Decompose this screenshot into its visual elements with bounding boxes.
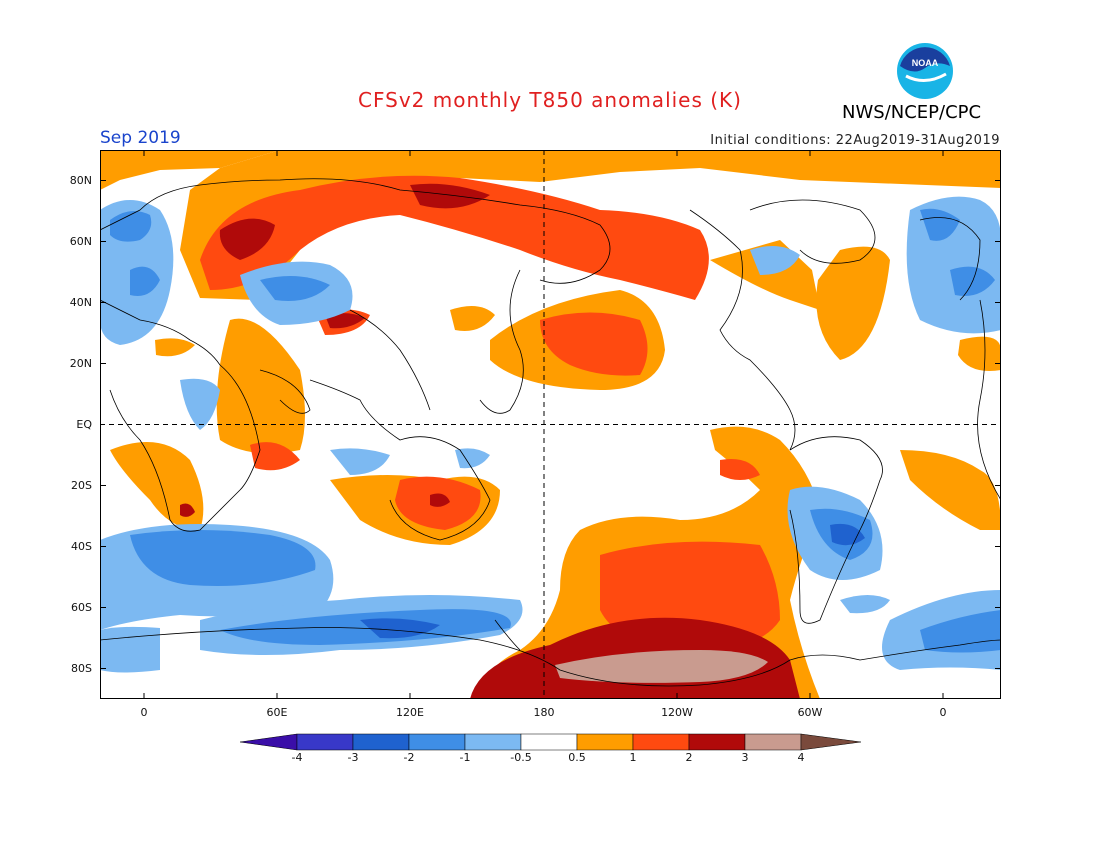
lon-label: 60W — [797, 706, 823, 719]
anomaly-shading-positive-strong — [200, 175, 780, 650]
lat-label: 20N — [69, 357, 92, 370]
anomaly-shading-negative-2 — [360, 523, 865, 639]
lat-label: 80S — [71, 662, 92, 675]
agency-label: NWS/NCEP/CPC — [842, 102, 982, 123]
lon-label: 60E — [266, 706, 288, 719]
lat-label: 60N — [69, 235, 92, 248]
anomaly-shading-negative-strong — [110, 208, 1001, 653]
colorbar-label: -4 — [291, 751, 303, 764]
colorbar-segment — [632, 733, 690, 751]
colorbar-segment — [520, 733, 578, 751]
forecast-month: Sep 2019 — [100, 128, 181, 148]
colorbar-label: -0.5 — [510, 751, 532, 764]
colorbar-label: 1 — [629, 751, 637, 764]
lat-label: 40S — [71, 540, 92, 553]
lat-label: 40N — [69, 296, 92, 309]
noaa-logo-icon: NOAA — [897, 43, 953, 99]
anomaly-shading-positive-3 — [555, 650, 768, 683]
colorbar-segment — [240, 733, 298, 751]
lon-label: 180 — [533, 706, 555, 719]
lat-label: EQ — [76, 418, 92, 431]
logo-text: NOAA — [912, 58, 939, 68]
coastlines — [100, 178, 1001, 687]
colorbar-segment — [408, 733, 466, 751]
initial-conditions: Initial conditions: 22Aug2019-31Aug2019 — [710, 133, 1000, 148]
lon-label: 120E — [396, 706, 424, 719]
colorbar-segment — [296, 733, 354, 751]
colorbar-label: 0.5 — [568, 751, 586, 764]
colorbar-segment — [352, 733, 410, 751]
colorbar-label: 4 — [797, 751, 805, 764]
lat-label: 20S — [71, 479, 92, 492]
chart-title: CFSv2 monthly T850 anomalies (K) — [358, 88, 742, 112]
lat-label: 80N — [69, 174, 92, 187]
colorbar-label: -2 — [403, 751, 415, 764]
colorbar-label: -3 — [347, 751, 359, 764]
lon-label: 0 — [140, 706, 148, 719]
colorbar — [240, 733, 862, 751]
colorbar-label: -1 — [459, 751, 471, 764]
anomaly-map — [100, 150, 1001, 699]
colorbar-segment — [744, 733, 802, 751]
lon-label: 120W — [661, 706, 693, 719]
colorbar-label: 2 — [685, 751, 693, 764]
lon-label: 0 — [939, 706, 947, 719]
colorbar-segment — [688, 733, 746, 751]
colorbar-segment — [464, 733, 522, 751]
colorbar-segment — [800, 733, 862, 751]
lat-label: 60S — [71, 601, 92, 614]
colorbar-label: 3 — [741, 751, 749, 764]
colorbar-segment — [576, 733, 634, 751]
